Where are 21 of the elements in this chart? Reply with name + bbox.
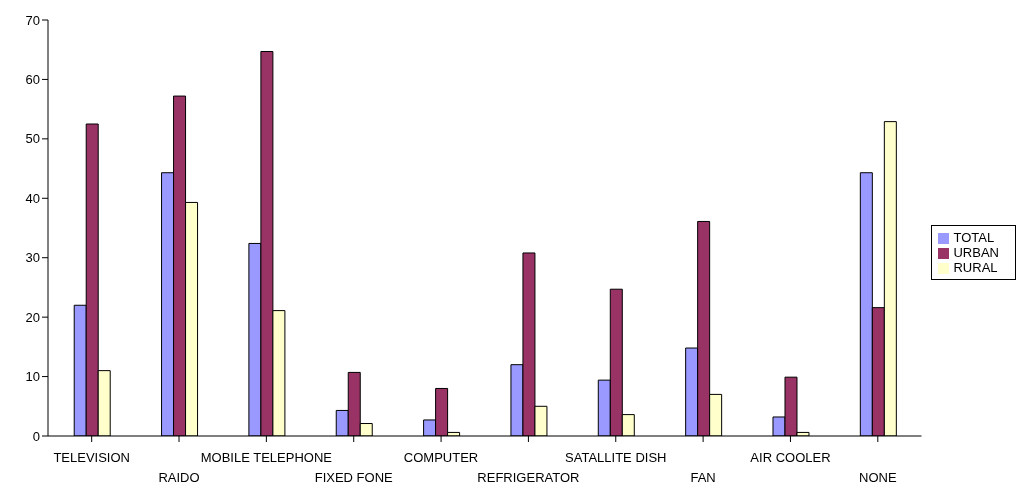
legend-label: URBAN <box>953 244 999 260</box>
x-tick-label: FAN <box>690 470 716 485</box>
x-tick-label: FIXED FONE <box>314 470 394 485</box>
y-tick-label: 40 <box>25 190 40 206</box>
x-tick-label: COMPUTER <box>403 450 479 465</box>
y-tick-label: 70 <box>25 12 40 28</box>
y-tick-label: 30 <box>25 250 40 266</box>
y-tick-label: 20 <box>25 309 40 325</box>
legend-label: TOTAL <box>953 229 995 245</box>
x-tick-label: TELEVISION <box>53 450 130 465</box>
y-tick-label: 50 <box>25 131 40 147</box>
x-tick-label: SATALLITE DISH <box>565 450 667 465</box>
x-tick-label: AIR COOLER <box>750 450 831 465</box>
x-tick-label: REFRIGERATOR <box>477 470 580 485</box>
y-tick-label: 10 <box>25 369 40 385</box>
x-tick-label: MOBILE TELEPHONE <box>200 450 333 465</box>
x-tick-label: RAIDO <box>158 470 200 485</box>
legend-label: RURAL <box>953 259 998 275</box>
y-tick-label: 0 <box>32 428 40 444</box>
y-tick-label: 60 <box>25 72 40 88</box>
x-tick-label: NONE <box>859 470 897 485</box>
